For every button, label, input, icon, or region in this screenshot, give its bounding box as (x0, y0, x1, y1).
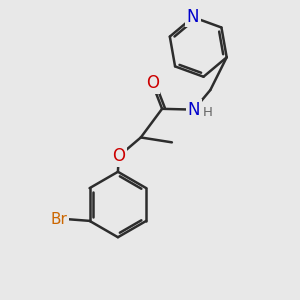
Text: H: H (203, 106, 213, 119)
Text: Br: Br (51, 212, 68, 227)
Text: O: O (146, 74, 159, 92)
Text: N: N (188, 100, 200, 118)
Text: O: O (112, 147, 125, 165)
Text: N: N (187, 8, 199, 26)
